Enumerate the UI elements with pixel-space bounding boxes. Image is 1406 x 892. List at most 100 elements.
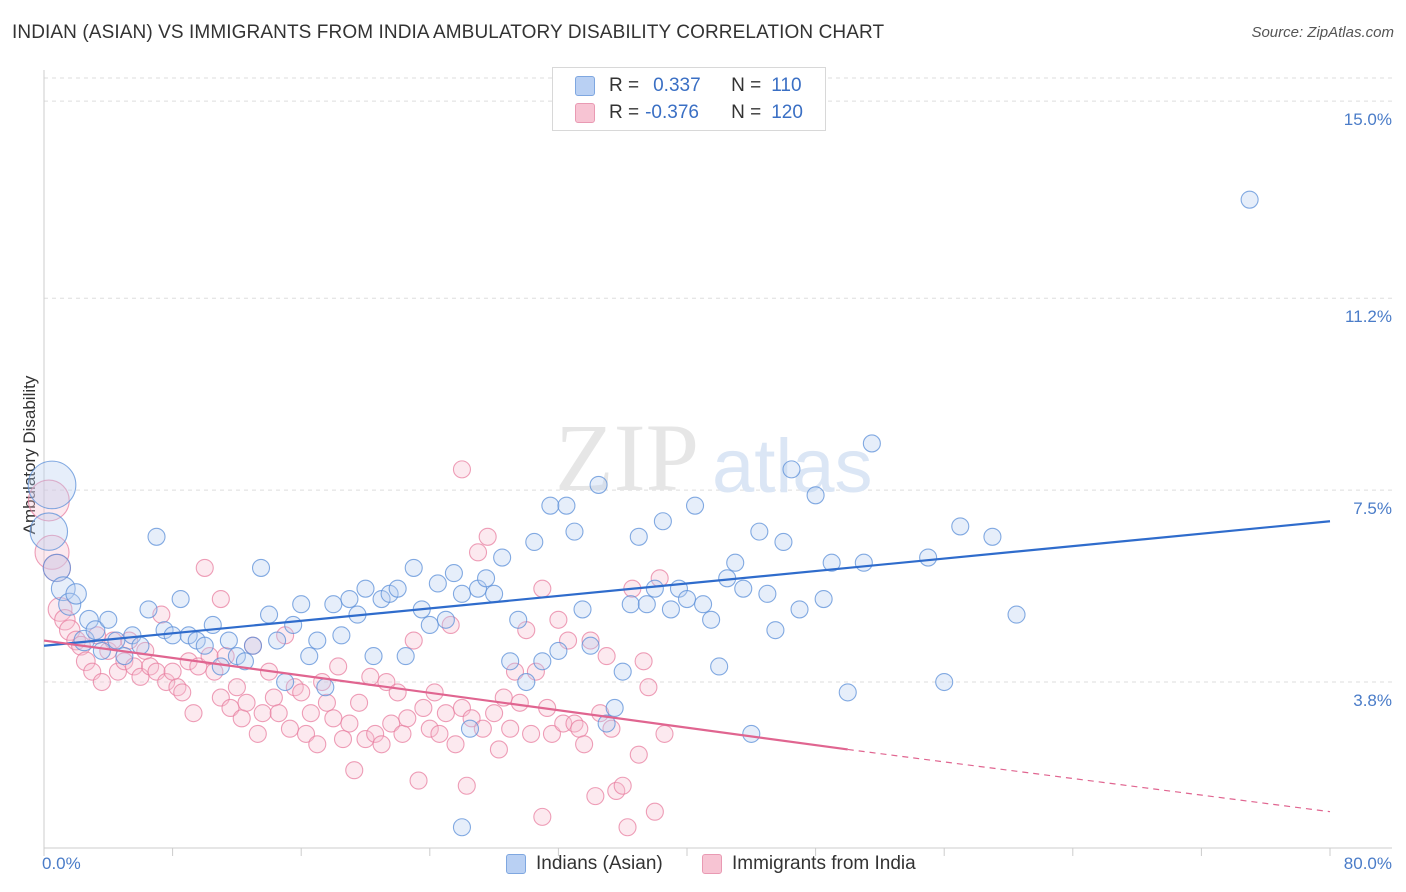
data-point [296,724,316,743]
data-point [634,652,653,671]
data-point [316,678,335,697]
data-point [54,609,76,631]
data-point [27,460,77,510]
data-point [235,652,254,671]
data-point [919,548,938,567]
data-point [393,724,412,743]
data-point [570,719,589,738]
y-tick-label: 15.0% [1344,110,1392,129]
data-point [259,605,279,624]
data-point [308,735,327,754]
data-point [420,719,439,738]
data-point [586,787,605,806]
legend-r-label: R = [609,75,640,96]
data-point [694,595,713,614]
data-point [284,615,303,635]
legend-r-value: 0.337 [653,75,701,96]
data-point [983,527,1002,546]
data-point [269,704,288,723]
data-point [468,543,488,562]
data-point [332,626,351,645]
data-point [58,592,82,616]
trend-lines [43,520,1331,813]
axes [43,70,1392,849]
data-point [42,553,72,583]
data-point [597,714,616,733]
data-point [655,724,674,743]
series-legend-label: Indians (Asian) [536,853,663,874]
data-point [710,657,729,676]
data-point [782,460,801,479]
data-point [184,704,203,723]
data-point [329,657,348,676]
data-point [581,631,600,650]
data-point [324,595,343,614]
data-point [742,724,761,743]
data-point [806,486,825,505]
data-point [268,631,287,650]
data-point [557,496,576,515]
legend-n-label: N = [731,102,762,123]
data-point [398,709,417,728]
data-point [493,548,512,567]
trend-line-immigrants-extrapolated [847,748,1331,813]
data-point [565,714,584,733]
data-point [613,662,632,681]
data-point [501,652,520,671]
data-point [653,512,672,531]
y-axis-label: Ambulatory Disability [20,375,39,534]
data-point [414,698,433,718]
data-point [629,745,648,764]
data-point [34,534,70,570]
data-point [542,724,562,743]
data-point [171,589,190,609]
data-point [734,579,753,598]
data-point [822,553,841,572]
data-point [27,479,70,522]
legend-n-label: N = [731,75,762,96]
data-point [533,652,552,671]
source-attribution: Source: ZipAtlas.com [1251,24,1394,41]
watermark-atlas: atlas [712,424,873,509]
data-point [613,776,632,795]
data-point [621,595,640,614]
series-legend-item-immigrants[interactable]: Immigrants from India [702,853,916,875]
data-point [237,693,256,712]
data-point [280,719,299,738]
data-point [457,776,476,795]
data-point [597,647,616,666]
data-point [211,589,230,609]
legend-row-indians: R = 0.337 N = 110 [575,74,802,98]
data-point [452,584,472,603]
legend-n-value: 120 [771,102,803,123]
data-point [478,527,497,546]
data-point [75,651,96,672]
y-tick-labels: 3.8% 7.5% 11.2% 15.0% [1344,110,1392,710]
y-tick-label: 3.8% [1353,691,1392,710]
data-point [485,704,504,723]
data-point [446,735,465,754]
series-legend-swatch-blue [506,854,526,874]
data-point [195,636,214,655]
series-legend-item-indians[interactable]: Indians (Asian) [506,853,663,875]
data-point [436,610,455,629]
data-point [276,672,295,692]
data-point [605,698,624,718]
data-point [388,579,407,598]
data-point [452,818,472,837]
data-point [29,512,69,551]
legend-row-immigrants: R = -0.376 N = 120 [575,101,803,125]
data-point [602,719,621,738]
data-point [253,704,272,723]
data-point [639,678,658,697]
data-point [173,683,192,702]
data-point [108,662,127,681]
data-point [428,574,447,593]
data-point [685,496,705,515]
data-point [79,609,99,630]
data-point [661,600,680,619]
data-point [340,714,359,733]
data-point [505,662,525,681]
data-point [163,662,182,681]
data-point [139,600,158,619]
